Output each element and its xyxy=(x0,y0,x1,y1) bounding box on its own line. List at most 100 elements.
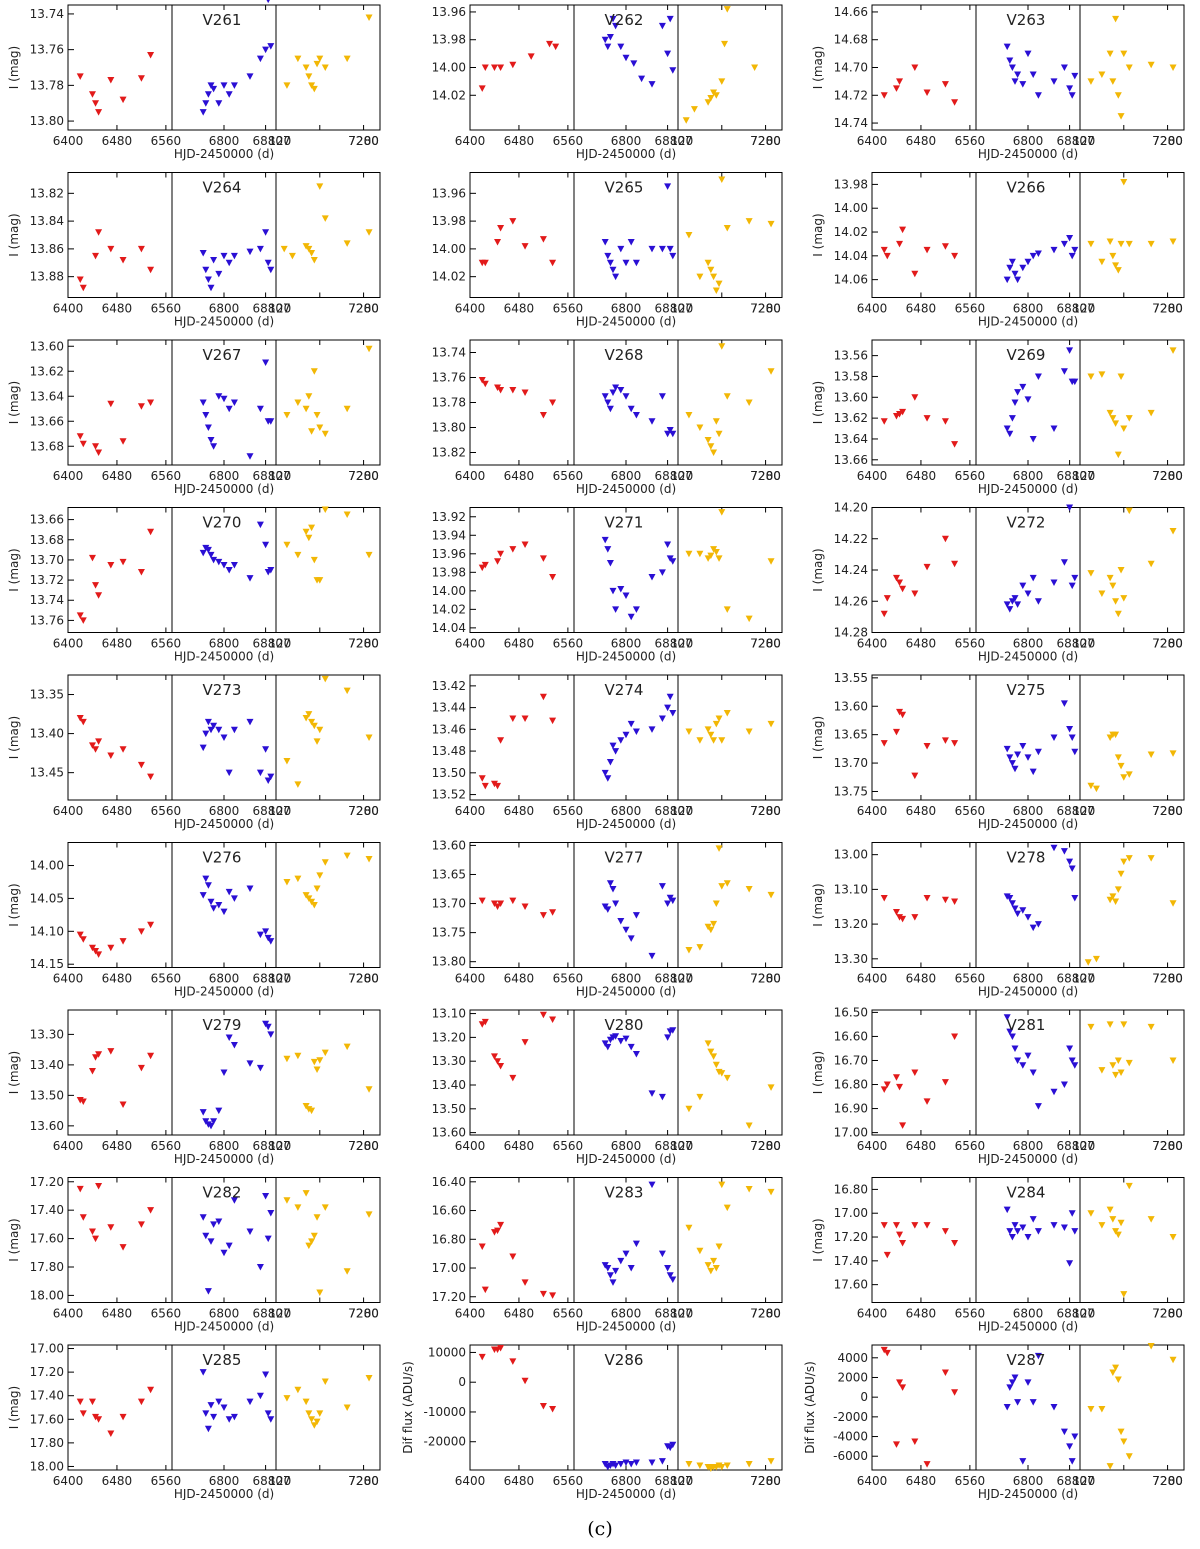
data-point-season1 xyxy=(494,1227,502,1235)
y-tick-label: 13.35 xyxy=(30,688,64,702)
x-tick-label: 120 xyxy=(1072,637,1095,651)
data-point-season2 xyxy=(1029,768,1037,776)
x-tick-label: 7280 xyxy=(750,1139,781,1153)
y-tick-label: 14.02 xyxy=(432,602,466,616)
data-point-season2 xyxy=(1011,399,1019,406)
x-tick-label: 6800 xyxy=(611,972,642,986)
x-tick-label: 68807 xyxy=(253,1474,291,1488)
subplot-frame xyxy=(275,1009,381,1136)
data-point-season1 xyxy=(923,1222,931,1229)
y-axis-label: I (mag) xyxy=(811,1051,825,1094)
x-tick-label: 6400 xyxy=(53,469,84,483)
data-point-season1 xyxy=(899,1122,907,1129)
data-point-season2 xyxy=(1060,1081,1068,1089)
data-point-season1 xyxy=(478,897,486,905)
data-point-season2 xyxy=(617,917,625,925)
data-point-season3 xyxy=(1147,61,1155,69)
data-point-season2 xyxy=(1003,745,1011,753)
data-point-season1 xyxy=(521,1377,529,1385)
y-tick-label: 16.80 xyxy=(834,1182,868,1196)
data-point-season3 xyxy=(723,1204,731,1212)
data-point-season1 xyxy=(497,64,505,71)
data-point-season2 xyxy=(1024,1052,1032,1060)
y-tick-label: 13.60 xyxy=(432,1126,466,1140)
x-axis-label: HJD-2450000 (d) xyxy=(174,985,274,999)
data-point-season3 xyxy=(294,781,302,788)
x-tick-label: 6480 xyxy=(906,469,937,483)
data-point-season2 xyxy=(230,1042,238,1049)
data-point-season2 xyxy=(622,259,630,267)
x-tick-label: 6480 xyxy=(906,1307,937,1321)
y-tick-label: 17.40 xyxy=(30,1389,64,1403)
data-point-season1 xyxy=(892,574,900,582)
data-point-season2 xyxy=(612,22,620,30)
x-tick-label: 120 xyxy=(1072,134,1095,148)
data-point-season3 xyxy=(1084,959,1092,966)
data-point-season2 xyxy=(632,1240,640,1248)
x-tick-label: 6480 xyxy=(102,804,133,818)
data-point-season3 xyxy=(704,99,712,106)
data-point-season2 xyxy=(1014,751,1022,759)
data-point-season3 xyxy=(343,687,351,695)
data-point-season1 xyxy=(880,740,888,747)
data-point-season1 xyxy=(107,77,115,84)
y-tick-label: -10000 xyxy=(423,1405,466,1419)
data-point-season2 xyxy=(1068,92,1076,99)
data-point-season3 xyxy=(723,6,731,13)
x-tick-label: 6560 xyxy=(955,134,986,148)
panel-title: V271 xyxy=(605,514,644,532)
x-tick-label: 120 xyxy=(1072,1474,1095,1488)
x-tick-label: 7280 xyxy=(1152,1474,1183,1488)
x-tick-label: 7280 xyxy=(750,804,781,818)
data-point-season2 xyxy=(664,900,672,908)
data-point-season3 xyxy=(308,1416,316,1423)
data-point-season3 xyxy=(313,885,321,893)
panel-title: V261 xyxy=(203,11,242,29)
data-point-season3 xyxy=(294,399,302,406)
data-point-season3 xyxy=(715,1243,723,1250)
x-tick-label: 7280 xyxy=(348,1474,379,1488)
data-point-season3 xyxy=(313,60,321,68)
data-point-season2 xyxy=(1034,1352,1042,1360)
x-tick-label: 6560 xyxy=(151,804,182,818)
subplot-frame xyxy=(469,674,575,801)
data-point-season3 xyxy=(712,720,720,728)
data-point-season3 xyxy=(1112,262,1120,269)
data-point-season3 xyxy=(685,412,693,419)
data-point-season1 xyxy=(539,236,547,243)
data-point-season2 xyxy=(220,1404,228,1411)
data-point-season1 xyxy=(79,936,87,943)
subplot-frame xyxy=(871,842,977,968)
y-tick-label: 13.94 xyxy=(432,528,466,542)
data-point-season2 xyxy=(1019,383,1027,391)
data-point-season2 xyxy=(669,1027,677,1034)
data-point-season1 xyxy=(911,394,919,401)
data-point-season3 xyxy=(365,1086,373,1093)
x-axis-label: HJD-2450000 (d) xyxy=(576,1320,676,1334)
y-tick-label: 13.30 xyxy=(30,1027,64,1041)
data-point-season3 xyxy=(1106,1021,1114,1028)
data-point-season1 xyxy=(899,585,907,593)
data-point-season3 xyxy=(343,1268,351,1275)
y-tick-label: 13.68 xyxy=(30,439,64,453)
data-point-season2 xyxy=(1019,1224,1027,1231)
data-point-season1 xyxy=(883,595,891,602)
subplot-frame xyxy=(469,842,575,968)
data-point-season2 xyxy=(1071,748,1079,756)
x-tick-label: 7200 xyxy=(750,302,781,316)
x-tick-label: 6400 xyxy=(857,1474,888,1488)
subplot-frame xyxy=(275,1344,381,1471)
data-point-season3 xyxy=(321,1049,329,1057)
data-point-season3 xyxy=(365,1375,373,1382)
data-point-season3 xyxy=(723,880,731,887)
data-point-season2 xyxy=(256,245,264,253)
x-tick-label: 7200 xyxy=(1152,1307,1183,1321)
y-tick-label: 14.00 xyxy=(432,61,466,75)
data-point-season2 xyxy=(256,521,264,529)
data-point-season2 xyxy=(1003,425,1011,433)
data-point-season2 xyxy=(1034,921,1042,928)
x-tick-label: 7200 xyxy=(1152,972,1183,986)
data-point-season3 xyxy=(723,606,731,613)
data-point-season1 xyxy=(549,717,557,725)
